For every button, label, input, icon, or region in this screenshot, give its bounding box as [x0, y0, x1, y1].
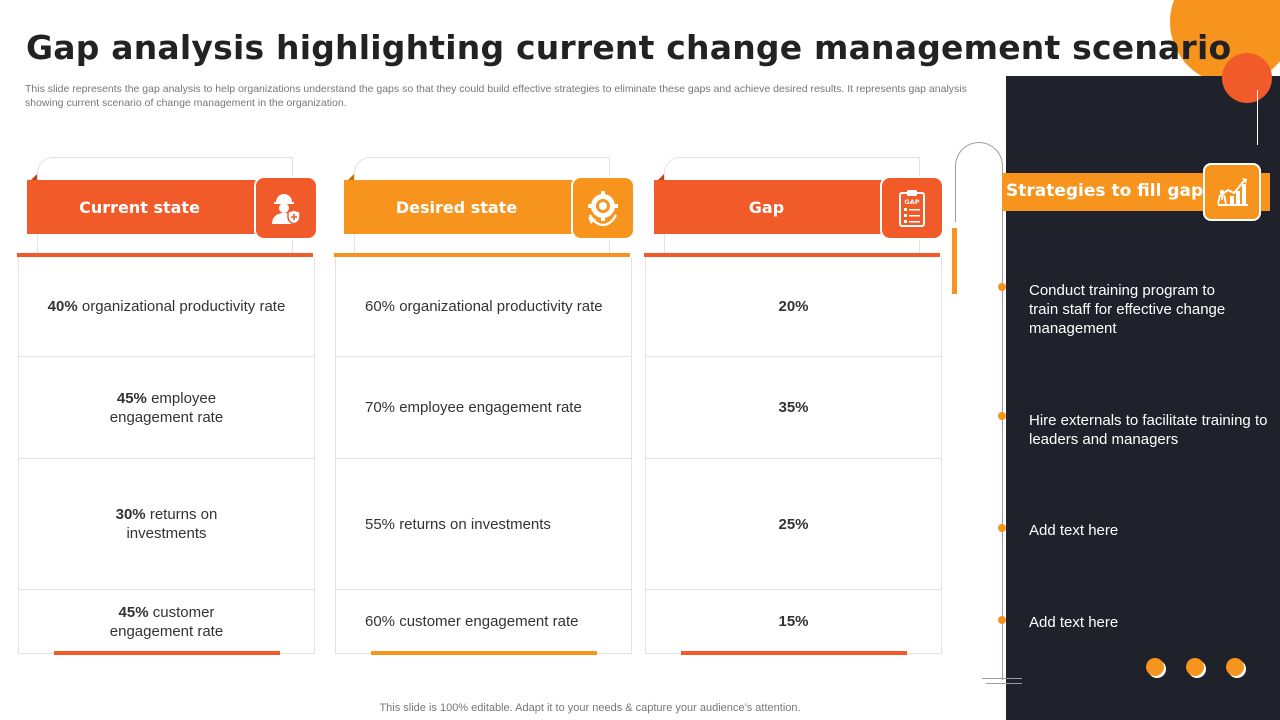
- timeline-line: [1002, 166, 1003, 680]
- table-row: 70% employee engagement rate: [336, 357, 631, 459]
- table-row: 45% employee engagement rate: [19, 357, 314, 459]
- strategy-item: Conduct training program to train staff …: [1029, 282, 1226, 337]
- desired-state-table: 60% organizational productivity rate 70%…: [335, 257, 632, 654]
- table-row: 60% customer engagement rate: [336, 590, 631, 654]
- table-row: 60% organizational productivity rate: [336, 257, 631, 357]
- gap-icon-text: GAP: [904, 198, 919, 206]
- current-state-table: 40% organizational productivity rate 45%…: [18, 257, 315, 654]
- gap-bottom-accent: [681, 651, 907, 655]
- current-state-label: Current state: [79, 197, 200, 217]
- growth-chart-icon: [1203, 163, 1261, 221]
- current-header-underline: [17, 253, 313, 257]
- timeline-foot: [982, 678, 1022, 679]
- strategy-item: Hire externals to facilitate training to…: [1029, 412, 1268, 448]
- table-row: 25%: [646, 459, 941, 590]
- table-row: 20%: [646, 257, 941, 357]
- footer-text: This slide is 100% editable. Adapt it to…: [379, 702, 801, 714]
- decorative-dot: [1226, 658, 1244, 676]
- page-subtitle: This slide represents the gap analysis t…: [25, 83, 967, 109]
- page-title: Gap analysis highlighting current change…: [26, 28, 1232, 67]
- gap-header: Gap: [654, 180, 904, 234]
- current-state-header: Current state: [27, 180, 277, 234]
- gap-label: Gap: [748, 197, 785, 217]
- table-row: 15%: [646, 590, 941, 654]
- table-row: 55% returns on investments: [336, 459, 631, 590]
- gap-header-underline: [644, 253, 940, 257]
- strategies-label: Strategies to fill gap: [1006, 181, 1204, 201]
- current-header-notch: [27, 174, 37, 184]
- table-row: 40% organizational productivity rate: [19, 257, 314, 357]
- table-row: 45% customer engagement rate: [19, 590, 314, 654]
- desired-header-underline: [334, 253, 630, 257]
- table-row: 35%: [646, 357, 941, 459]
- timeline-dot: [998, 283, 1006, 291]
- strategy-item: Add text here: [1029, 522, 1119, 539]
- desired-header-notch: [344, 174, 354, 184]
- timeline-dot: [998, 412, 1006, 420]
- worker-shield-icon: [254, 176, 318, 240]
- target-gear-icon: [571, 176, 635, 240]
- timeline-foot: [986, 683, 1022, 684]
- footer-note: This slide is 100% editable. Adapt it to…: [0, 702, 1280, 714]
- timeline-arc: [955, 142, 1003, 222]
- gap-clipboard-icon: GAP: [880, 176, 944, 240]
- panel-divider: [1257, 90, 1258, 145]
- timeline-accent: [952, 228, 957, 294]
- table-row: 30% returns on investments: [19, 459, 314, 590]
- decorative-circle-red: [1222, 53, 1272, 103]
- gap-table: 20% 35% 25% 15%: [645, 257, 942, 654]
- timeline-dot: [998, 616, 1006, 624]
- desired-state-header: Desired state: [344, 180, 594, 234]
- desired-state-label: Desired state: [395, 197, 518, 217]
- gap-header-notch: [654, 174, 664, 184]
- decorative-dot: [1186, 658, 1204, 676]
- desired-bottom-accent: [371, 651, 597, 655]
- strategy-item: Add text here: [1029, 614, 1119, 631]
- decorative-dot: [1146, 658, 1164, 676]
- current-bottom-accent: [54, 651, 280, 655]
- timeline-dot: [998, 524, 1006, 532]
